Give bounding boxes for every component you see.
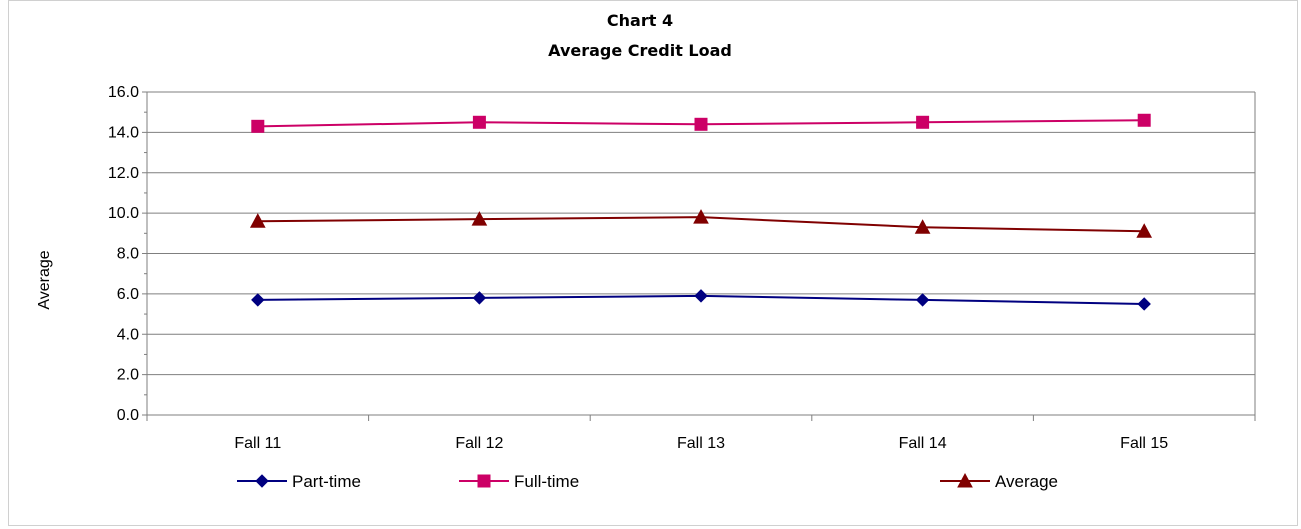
x-tick-label: Fall 12 bbox=[455, 435, 503, 452]
legend-label: Part-time bbox=[292, 472, 361, 491]
series-average bbox=[249, 209, 1153, 238]
data-point bbox=[693, 209, 709, 224]
legend-marker bbox=[957, 472, 973, 488]
data-point bbox=[915, 293, 930, 307]
y-tick-label: 16.0 bbox=[108, 84, 139, 101]
data-point bbox=[1137, 113, 1151, 127]
y-tick-label: 10.0 bbox=[108, 205, 139, 222]
data-point bbox=[251, 293, 265, 307]
chart-title: Chart 4 bbox=[607, 11, 673, 30]
legend-label: Full-time bbox=[514, 472, 579, 491]
series-layer bbox=[249, 113, 1153, 311]
data-point bbox=[914, 219, 931, 234]
data-point bbox=[694, 117, 708, 131]
x-tick-label: Fall 13 bbox=[677, 435, 725, 452]
y-tick-label: 12.0 bbox=[108, 165, 139, 182]
series-part-time bbox=[251, 289, 1151, 311]
legend-label: Average bbox=[995, 472, 1058, 491]
data-point bbox=[694, 289, 708, 303]
legend: Part-time Full-time Average bbox=[237, 472, 1058, 491]
y-tick-label: 2.0 bbox=[117, 367, 139, 384]
legend-item: Part-time bbox=[237, 472, 361, 491]
legend-item: Average bbox=[940, 472, 1058, 491]
data-point bbox=[472, 115, 486, 129]
data-point bbox=[916, 115, 930, 129]
data-point bbox=[1136, 223, 1153, 238]
x-tick-label: Fall 11 bbox=[234, 435, 281, 452]
data-point bbox=[471, 211, 488, 226]
x-tick-label: Fall 14 bbox=[899, 435, 947, 452]
legend-item: Full-time bbox=[459, 472, 579, 491]
y-tick-label: 14.0 bbox=[108, 124, 139, 141]
y-tick-label: 8.0 bbox=[117, 246, 139, 263]
y-tick-label: 4.0 bbox=[117, 326, 139, 343]
gridlines bbox=[147, 91, 1255, 376]
legend-marker bbox=[255, 474, 269, 488]
y-tick-label: 0.0 bbox=[117, 407, 139, 424]
data-point bbox=[1137, 297, 1151, 311]
y-axis-title: Average bbox=[36, 250, 53, 309]
x-tick-label: Fall 15 bbox=[1120, 435, 1168, 452]
data-point bbox=[251, 119, 265, 133]
series-full-time bbox=[251, 113, 1151, 133]
data-point bbox=[472, 291, 487, 305]
chart-subtitle: Average Credit Load bbox=[548, 41, 732, 60]
axes: 0.0 2.0 4.0 6.0 8.0 10.0 12.0 14.0 16.0 Fall 11 Fa… bbox=[108, 84, 1256, 452]
y-tick-label: 6.0 bbox=[117, 286, 139, 303]
chart-frame bbox=[8, 0, 1298, 526]
legend-marker bbox=[477, 474, 491, 488]
data-point bbox=[249, 213, 266, 228]
